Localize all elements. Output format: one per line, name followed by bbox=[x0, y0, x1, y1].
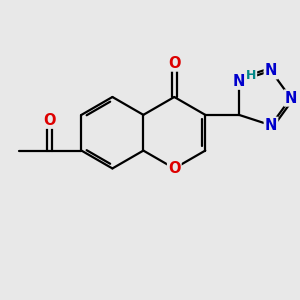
Text: H: H bbox=[246, 69, 256, 82]
Text: N: N bbox=[265, 63, 277, 78]
Text: N: N bbox=[265, 118, 277, 133]
Text: O: O bbox=[168, 161, 181, 176]
Text: N: N bbox=[285, 91, 297, 106]
Text: O: O bbox=[43, 113, 56, 128]
Text: O: O bbox=[168, 56, 181, 70]
Text: N: N bbox=[233, 74, 245, 89]
